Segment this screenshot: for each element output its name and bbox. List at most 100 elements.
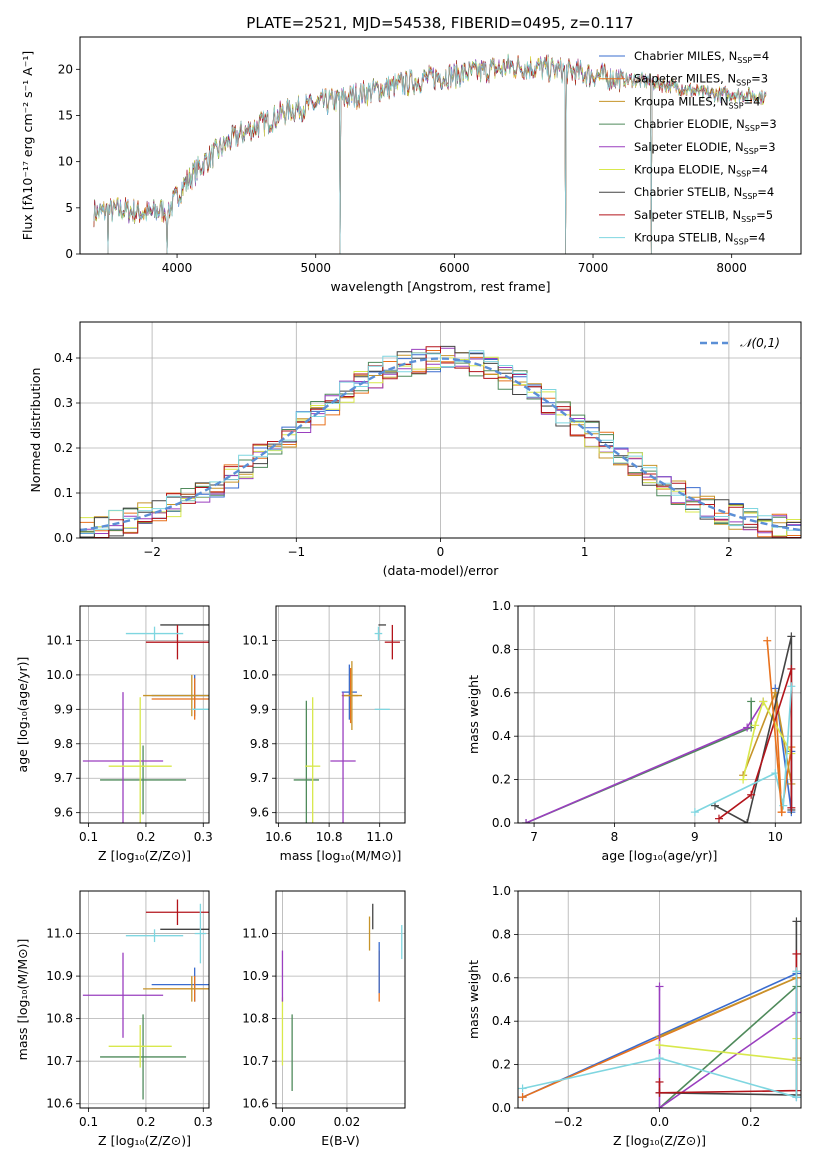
weight-series-4 bbox=[658, 986, 797, 1108]
errorbar-point-7 bbox=[384, 624, 400, 660]
weight-marker-7-0 bbox=[714, 814, 723, 823]
x-tick-label: 10.6 bbox=[265, 830, 292, 844]
y-tick-label: 0.2 bbox=[54, 441, 73, 455]
grid-lines bbox=[80, 606, 209, 823]
x-tick-label: 9 bbox=[691, 830, 699, 844]
errorbar-point-8 bbox=[125, 929, 184, 943]
weight-marker-7-3 bbox=[787, 803, 796, 812]
axes-frame bbox=[79, 36, 802, 255]
y-tick-label: 0.0 bbox=[492, 816, 511, 830]
y-tick-label: 1.0 bbox=[492, 884, 511, 898]
y-tick-label: 0.0 bbox=[492, 1101, 511, 1115]
plot-area bbox=[80, 345, 801, 538]
legend-label-normal: 𝒩(0,1) bbox=[740, 336, 780, 350]
weight-marker-8-0 bbox=[690, 808, 699, 817]
legend-label-8: Kroupa STELIB, NSSP=4 bbox=[634, 231, 765, 247]
legend-sub: SSP bbox=[736, 79, 751, 88]
weight-marker-5-0 bbox=[655, 1041, 664, 1050]
plot-area bbox=[82, 899, 209, 1100]
legend-sub: SSP bbox=[745, 124, 760, 133]
axes-frame bbox=[275, 605, 406, 824]
x-tick-label: 0.02 bbox=[334, 1115, 361, 1129]
y-tick-label: 0.4 bbox=[492, 729, 511, 743]
x-tick-label: −0.2 bbox=[554, 1115, 583, 1129]
weight-marker-7-0 bbox=[655, 1077, 664, 1086]
histogram-7 bbox=[80, 346, 801, 538]
legend-value: =3 bbox=[760, 117, 777, 131]
x-tick-label: 0.1 bbox=[79, 1115, 98, 1129]
grid-lines bbox=[80, 891, 209, 1108]
y-tick-label: 9.6 bbox=[250, 806, 269, 820]
x-tick-label: 11.0 bbox=[366, 830, 393, 844]
weight-marker-3-2 bbox=[747, 697, 756, 706]
y-tick-label: 0.8 bbox=[492, 642, 511, 656]
y-tick-label: 10.0 bbox=[242, 668, 269, 682]
weight-marker-6-2 bbox=[792, 917, 801, 926]
y-tick-label: 0.6 bbox=[492, 971, 511, 985]
y-tick-label: 0.0 bbox=[54, 531, 73, 545]
legend-sub: SSP bbox=[741, 215, 756, 224]
x-tick-label: 6000 bbox=[439, 261, 470, 275]
x-tick-label: −1 bbox=[287, 545, 305, 559]
weight-marker-7-3 bbox=[792, 949, 801, 958]
y-tick-label: 10.0 bbox=[46, 668, 73, 682]
legend-sub: SSP bbox=[734, 238, 749, 247]
legend-sub: SSP bbox=[742, 192, 757, 201]
weight-marker-7-2 bbox=[787, 664, 796, 673]
y-axis-label: Flux [fλ10⁻¹⁷ erg cm⁻² s⁻¹ A⁻¹] bbox=[20, 51, 35, 240]
y-tick-label: 0.8 bbox=[492, 927, 511, 941]
weight-marker-6-2 bbox=[787, 632, 796, 641]
weight-marker-5-0 bbox=[739, 775, 748, 784]
weight-series-2 bbox=[659, 976, 798, 1059]
grid-lines bbox=[276, 891, 405, 1108]
y-tick-label: 0.6 bbox=[492, 686, 511, 700]
errorbar-point-5 bbox=[108, 1025, 172, 1068]
y-tick-label: 10 bbox=[58, 155, 73, 169]
y-tick-label: 0.4 bbox=[54, 351, 73, 365]
x-tick-label: 10.8 bbox=[316, 830, 343, 844]
errorbar-point-5 bbox=[305, 697, 321, 823]
x-tick-label: 0.2 bbox=[741, 1115, 760, 1129]
y-tick-label: 10.9 bbox=[242, 969, 269, 983]
legend-label-1: Salpeter MILES, NSSP=3 bbox=[634, 72, 768, 88]
weight-marker-7-1 bbox=[747, 790, 756, 799]
plot-area bbox=[522, 632, 796, 823]
plot-area bbox=[82, 624, 209, 823]
legend-label-4: Salpeter ELODIE, NSSP=3 bbox=[634, 140, 776, 156]
legend-label-6: Chabrier STELIB, NSSP=4 bbox=[634, 185, 774, 201]
mass-vs-metallicity-panel: 0.1 0.2 0.3 10.6 10.7 10.8 10.9 11.0 Z [log₁₀(Z/… bbox=[15, 890, 213, 1148]
weight-marker-4-1 bbox=[655, 1104, 664, 1108]
legend-value: =4 bbox=[751, 163, 768, 177]
weight-marker-4-0 bbox=[522, 819, 531, 823]
errorbar-point-5 bbox=[108, 697, 172, 823]
x-axis-label: mass [log₁₀(M/M⊙)] bbox=[280, 848, 402, 863]
legend-value: =4 bbox=[749, 231, 766, 245]
x-tick-label: 7000 bbox=[578, 261, 609, 275]
errorbar-point-2 bbox=[341, 661, 362, 730]
weight-series-4 bbox=[525, 701, 764, 823]
x-tick-label: 0.00 bbox=[269, 1115, 296, 1129]
x-axis-label: E(B-V) bbox=[321, 1133, 360, 1148]
y-tick-label: 0.2 bbox=[492, 1058, 511, 1072]
x-tick-label: 2 bbox=[725, 545, 733, 559]
x-tick-label: 10 bbox=[768, 830, 783, 844]
y-tick-label: 10.6 bbox=[242, 1097, 269, 1111]
legend-value: =4 bbox=[752, 49, 769, 63]
y-tick-label: 10.1 bbox=[46, 633, 73, 647]
plot-area bbox=[518, 917, 801, 1108]
x-tick-label: 0.2 bbox=[136, 830, 155, 844]
weight-marker-8-3 bbox=[787, 682, 796, 691]
axes-frame bbox=[79, 890, 210, 1109]
legend-sub: SSP bbox=[736, 170, 751, 179]
weight-series-7 bbox=[718, 668, 793, 820]
legend-label-3: Chabrier ELODIE, NSSP=3 bbox=[634, 117, 777, 133]
x-axis-label: wavelength [Angstrom, rest frame] bbox=[330, 279, 550, 294]
errorbar-point-9 bbox=[194, 903, 207, 964]
y-axis-label: mass [log₁₀(M/M⊙)] bbox=[15, 939, 30, 1061]
legend-label-0: Chabrier MILES, NSSP=4 bbox=[634, 49, 769, 65]
legend-value: =3 bbox=[759, 140, 776, 154]
weight-series-7 bbox=[658, 953, 798, 1094]
x-axis-label: Z [log₁₀(Z/Z⊙)] bbox=[98, 1133, 191, 1148]
legend-label-2: Kroupa MILES, NSSP=4 bbox=[634, 94, 760, 110]
spectrum-line-8 bbox=[93, 54, 767, 254]
